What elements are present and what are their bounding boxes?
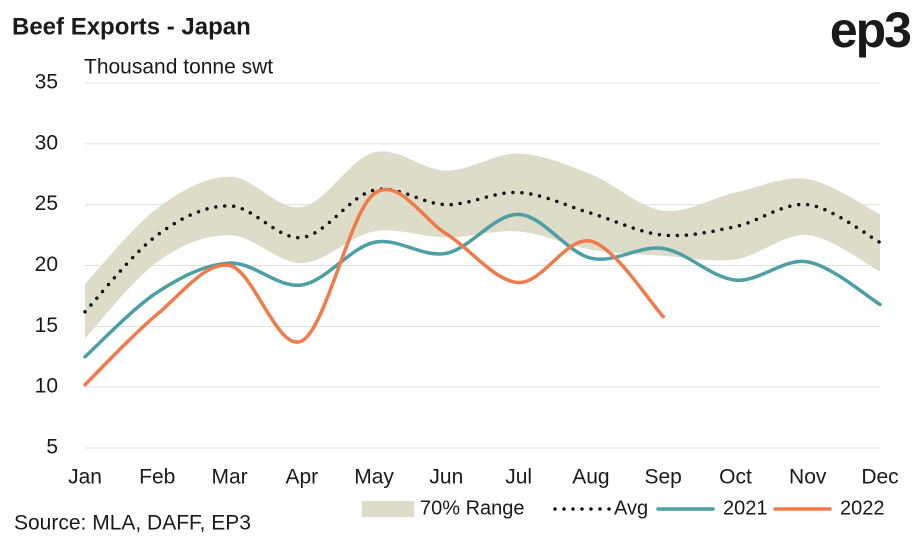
logo: ep3 bbox=[830, 2, 910, 58]
x-tick-label: Nov bbox=[789, 466, 827, 489]
x-tick-label: Jul bbox=[505, 466, 532, 489]
x-tick-label: Apr bbox=[285, 466, 318, 489]
series-line bbox=[83, 187, 665, 387]
x-tick-label: Sep bbox=[644, 466, 681, 489]
x-tick-label: Dec bbox=[861, 466, 898, 489]
legend-swatch bbox=[362, 501, 414, 517]
subtitle: Thousand tonne swt bbox=[84, 56, 273, 79]
y-tick-label: 15 bbox=[35, 314, 58, 337]
x-tick-label: Oct bbox=[719, 466, 752, 489]
x-tick-label: Feb bbox=[139, 466, 175, 489]
y-tick-label: 35 bbox=[35, 71, 58, 94]
legend-label: 70% Range bbox=[420, 497, 525, 519]
y-tick-label: 20 bbox=[35, 253, 58, 276]
avg-line bbox=[83, 187, 882, 314]
source: Source: MLA, DAFF, EP3 bbox=[14, 512, 251, 535]
legend-label: 2022 bbox=[840, 497, 885, 519]
series-line bbox=[83, 212, 882, 359]
x-tick-label: Mar bbox=[211, 466, 247, 489]
y-tick-label: 25 bbox=[35, 192, 58, 215]
y-tick-label: 10 bbox=[35, 375, 58, 398]
legend-label: Avg bbox=[614, 497, 648, 519]
chart-title: Beef Exports - Japan bbox=[12, 13, 251, 40]
range-band bbox=[85, 151, 880, 339]
x-tick-label: Aug bbox=[572, 466, 609, 489]
legend-label: 2021 bbox=[723, 497, 768, 519]
y-tick-label: 5 bbox=[46, 436, 58, 459]
x-tick-label: Jun bbox=[429, 466, 463, 489]
y-tick-label: 30 bbox=[35, 131, 58, 154]
x-tick-label: Jan bbox=[68, 466, 102, 489]
x-tick-label: May bbox=[354, 466, 394, 489]
